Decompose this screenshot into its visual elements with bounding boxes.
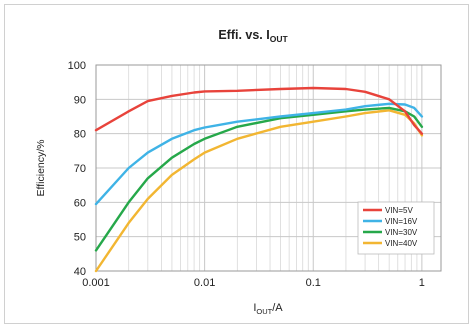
chart-title-main: Effi. vs. I <box>218 28 269 42</box>
x-tick-label: 0.001 <box>82 277 110 289</box>
y-tick-label: 80 <box>74 129 86 141</box>
series-layer <box>94 86 424 273</box>
legend-label: VIN=16V <box>385 217 418 226</box>
series-line-vin-16v <box>94 102 424 206</box>
legend-label: VIN=30V <box>385 228 418 237</box>
y-tick-label: 50 <box>74 232 86 244</box>
plot-border <box>95 64 442 272</box>
series-line-vin-5v <box>94 86 424 135</box>
x-tick-label: 0.1 <box>306 277 321 289</box>
chart-frame: 40 50 60 70 80 90 100 0.001 0.01 0.1 1 Effi. vs. I… <box>4 4 469 324</box>
chart-title: Effi. vs. IOUT <box>218 28 288 44</box>
x-axis-label-main: I <box>253 302 256 314</box>
tick-layer: 40 50 60 70 80 90 100 0.001 0.01 0.1 1 <box>68 60 425 289</box>
efficiency-chart: 40 50 60 70 80 90 100 0.001 0.01 0.1 1 Effi. vs. I… <box>35 28 442 316</box>
x-axis-label: IOUT/A <box>253 302 283 316</box>
x-axis-label-tail: /A <box>272 302 283 314</box>
x-tick-label: 1 <box>419 277 425 289</box>
y-tick-label: 100 <box>68 60 86 72</box>
y-axis-label: Efficiency/% <box>35 140 47 197</box>
y-tick-label: 40 <box>74 266 86 278</box>
legend-label: VIN=5V <box>385 206 413 215</box>
y-tick-label: 90 <box>74 94 86 106</box>
series-line-vin-40v <box>94 109 424 273</box>
chart-title-sub: OUT <box>270 34 289 44</box>
x-axis-label-sub: OUT <box>256 307 272 316</box>
y-tick-label: 60 <box>74 197 86 209</box>
x-tick-label: 0.01 <box>194 277 215 289</box>
series-line-vin-30v <box>94 106 424 252</box>
y-tick-label: 70 <box>74 163 86 175</box>
legend-label: VIN=40V <box>385 239 418 248</box>
legend: VIN=5V VIN=16V VIN=30V VIN=40V <box>357 201 435 255</box>
